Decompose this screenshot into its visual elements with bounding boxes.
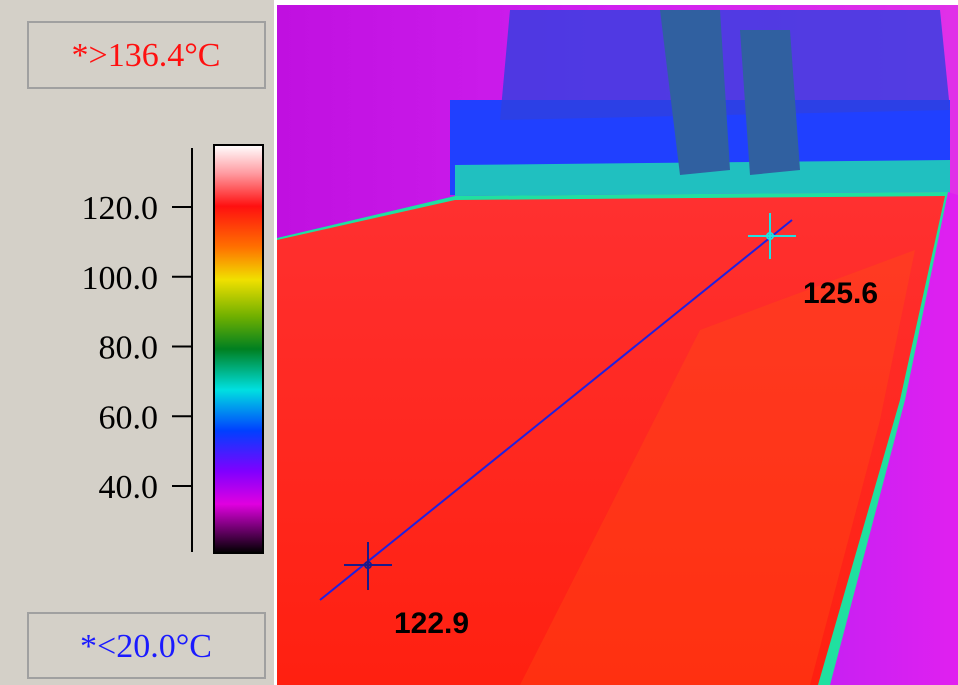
spot-label: 122.9 xyxy=(394,607,469,640)
tick-label: 100.0 xyxy=(82,260,159,297)
min-label: *<20.0°C xyxy=(80,628,212,665)
scale-ticks: 120.0 100.0 80.0 60.0 40.0 xyxy=(82,190,192,506)
tick-label: 120.0 xyxy=(82,190,159,227)
thermal-image: 125.6 122.9 xyxy=(277,5,958,685)
spot-marker xyxy=(344,542,392,590)
tick-label: 60.0 xyxy=(99,399,159,436)
max-label: *>136.4°C xyxy=(72,37,221,74)
spot-label: 125.6 xyxy=(803,277,878,310)
color-bar xyxy=(213,144,264,554)
max-box xyxy=(27,21,266,89)
spot-marker xyxy=(748,213,796,259)
tick-label: 80.0 xyxy=(99,330,159,367)
tick-label: 40.0 xyxy=(99,469,159,506)
min-box xyxy=(27,612,266,679)
